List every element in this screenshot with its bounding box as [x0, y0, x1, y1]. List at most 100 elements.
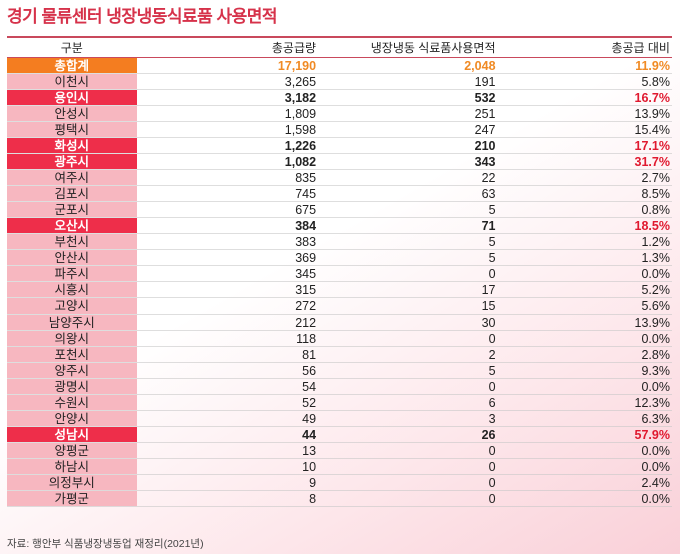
region-cell: 안성시 [7, 106, 137, 122]
area-cell: 15 [481, 299, 496, 314]
ratio-cell: 0.0% [641, 331, 670, 346]
ratio-cell: 13.9% [634, 107, 670, 122]
region-cell: 오산시 [7, 218, 137, 234]
source-note: 자료: 행안부 식품냉장냉동업 재정리(2021년) [7, 538, 204, 550]
region-cell: 의정부시 [7, 474, 137, 490]
table-row: 양주시 56 5 9.3% [7, 362, 672, 379]
table-header: 구분 총공급량 냉장냉동 식료품사용면적 총공급 대비 [7, 38, 672, 58]
area-cell: 30 [481, 315, 496, 330]
ratio-cell: 1.3% [641, 251, 670, 266]
ratio-cell: 11.9% [635, 59, 670, 73]
region-cell: 남양주시 [7, 314, 137, 330]
table-row: 여주시 835 22 2.7% [7, 170, 672, 187]
region-cell: 평택시 [7, 122, 137, 138]
ratio-cell: 8.5% [641, 187, 670, 202]
supply-cell: 212 [295, 315, 317, 330]
area-cell: 17 [481, 283, 496, 298]
region-cell: 부천시 [7, 234, 137, 250]
table-row: 광명시 54 0 0.0% [7, 378, 672, 395]
ratio-cell: 5.2% [641, 283, 670, 298]
supply-cell: 315 [295, 283, 317, 298]
area-cell: 2 [488, 347, 496, 362]
supply-cell: 369 [295, 251, 317, 266]
table-row: 시흥시 315 17 5.2% [7, 282, 672, 299]
table-row: 화성시 1,226 210 17.1% [7, 138, 672, 155]
area-cell: 0 [488, 475, 496, 490]
supply-cell: 1,082 [284, 155, 317, 170]
table-row: 안양시 49 3 6.3% [7, 410, 672, 427]
table-row: 총합계 17,190 2,048 11.9% [7, 58, 672, 75]
region-cell: 이천시 [7, 74, 137, 90]
area-cell: 5 [488, 203, 496, 218]
supply-cell: 44 [302, 427, 317, 442]
area-cell: 26 [481, 427, 496, 442]
ratio-cell: 13.9% [634, 315, 670, 330]
header-ratio: 총공급 대비 [611, 41, 670, 55]
region-cell: 고양시 [7, 298, 137, 314]
ratio-cell: 5.8% [641, 75, 670, 90]
region-cell: 양주시 [7, 362, 137, 378]
table-row: 하남시 10 0 0.0% [7, 458, 672, 475]
ratio-cell: 17.1% [634, 139, 670, 154]
ratio-cell: 18.5% [634, 219, 670, 234]
supply-cell: 8 [309, 491, 317, 506]
supply-cell: 3,265 [284, 75, 317, 90]
area-cell: 5 [488, 363, 496, 378]
supply-cell: 17,190 [277, 59, 317, 73]
ratio-cell: 0.0% [641, 267, 670, 282]
table-row: 포천시 81 2 2.8% [7, 346, 672, 363]
table-row: 부천시 383 5 1.2% [7, 234, 672, 251]
supply-cell: 9 [309, 475, 317, 490]
table-row: 수원시 52 6 12.3% [7, 394, 672, 411]
ratio-cell: 9.3% [641, 363, 670, 378]
supply-cell: 675 [295, 203, 317, 218]
supply-cell: 272 [295, 299, 317, 314]
area-cell: 5 [488, 235, 496, 250]
area-cell: 6 [488, 395, 496, 410]
table-row: 김포시 745 63 8.5% [7, 186, 672, 203]
ratio-cell: 6.3% [641, 411, 670, 426]
region-cell: 파주시 [7, 266, 137, 282]
ratio-cell: 31.7% [634, 155, 670, 170]
region-cell: 총합계 [7, 58, 137, 74]
area-cell: 5 [488, 251, 496, 266]
page-title: 경기 물류센터 냉장냉동식료품 사용면적 [7, 7, 278, 26]
region-cell: 광명시 [7, 378, 137, 394]
supply-cell: 345 [295, 267, 317, 282]
area-cell: 0 [488, 379, 496, 394]
supply-cell: 56 [302, 363, 317, 378]
data-table: 구분 총공급량 냉장냉동 식료품사용면적 총공급 대비 총합계 17,190 2,0… [7, 36, 672, 507]
table-row: 이천시 3,265 191 5.8% [7, 74, 672, 91]
ratio-cell: 0.0% [641, 443, 670, 458]
supply-cell: 13 [302, 443, 317, 458]
ratio-cell: 0.0% [641, 379, 670, 394]
area-cell: 0 [488, 331, 496, 346]
region-cell: 안산시 [7, 250, 137, 266]
supply-cell: 54 [302, 379, 317, 394]
table-row: 용인시 3,182 532 16.7% [7, 90, 672, 107]
region-cell: 안양시 [7, 410, 137, 426]
ratio-cell: 0.0% [641, 491, 670, 506]
table-row: 의왕시 118 0 0.0% [7, 330, 672, 347]
supply-cell: 118 [296, 331, 317, 346]
table-row: 성남시 44 26 57.9% [7, 426, 672, 443]
ratio-cell: 0.0% [641, 459, 670, 474]
header-area: 냉장냉동 식료품사용면적 [370, 41, 496, 55]
header-supply: 총공급량 [271, 41, 317, 55]
supply-cell: 49 [302, 411, 317, 426]
supply-cell: 81 [302, 347, 317, 362]
ratio-cell: 16.7% [634, 91, 670, 106]
area-cell: 247 [474, 123, 496, 138]
region-cell: 시흥시 [7, 282, 137, 298]
ratio-cell: 1.2% [641, 235, 670, 250]
area-cell: 0 [488, 267, 496, 282]
table-row: 의정부시 9 0 2.4% [7, 474, 672, 491]
ratio-cell: 12.3% [634, 395, 670, 410]
region-cell: 성남시 [7, 426, 137, 442]
area-cell: 3 [488, 411, 496, 426]
table-row: 군포시 675 5 0.8% [7, 202, 672, 219]
area-cell: 532 [474, 91, 496, 106]
ratio-cell: 2.8% [641, 347, 670, 362]
table-row: 양평군 13 0 0.0% [7, 442, 672, 459]
table-row: 안산시 369 5 1.3% [7, 250, 672, 267]
